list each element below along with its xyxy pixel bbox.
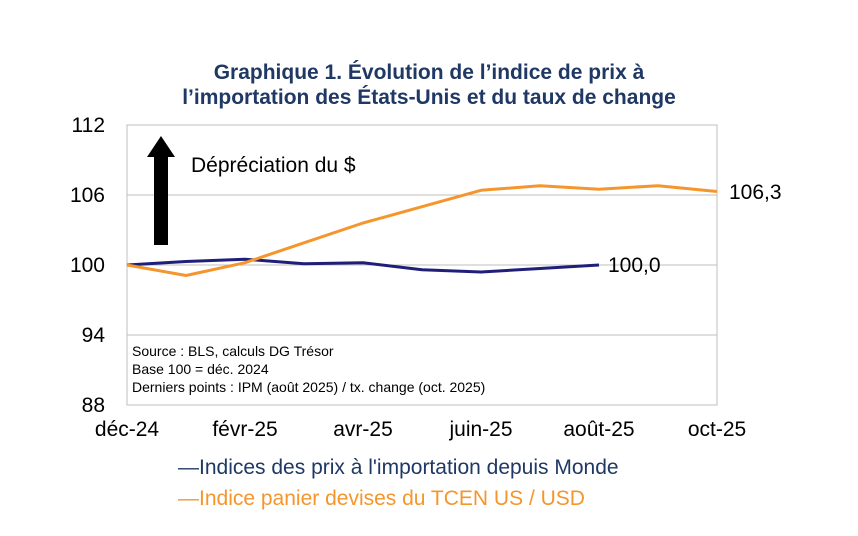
gridlines xyxy=(127,194,717,336)
x-tick-label: août-25 xyxy=(563,418,634,441)
series-line-exchange-rate xyxy=(126,184,718,277)
chart-title-line-2: l’importation des États-Unis et du taux … xyxy=(182,86,676,109)
y-tick-label: 100 xyxy=(70,254,105,277)
y-tick-label: 106 xyxy=(70,184,105,207)
x-tick-label: févr-25 xyxy=(212,418,277,441)
x-tick-label: juin-25 xyxy=(448,418,512,441)
note-source: Source : BLS, calculs DG Trésor xyxy=(132,343,334,359)
depreciation-arrow-icon xyxy=(147,136,175,245)
end-label-exchange-rate: 106,3 xyxy=(729,181,782,204)
y-tick-label: 88 xyxy=(82,394,105,417)
depreciation-annotation: Dépréciation du $ xyxy=(191,154,356,177)
legend-item-exchange-rate: —Indice panier devises du TCEN US / USD xyxy=(178,487,585,510)
x-tick-label: déc-24 xyxy=(95,418,160,441)
y-tick-label: 94 xyxy=(82,324,106,347)
end-label-import-prices: 100,0 xyxy=(608,254,661,277)
x-tick-label: avr-25 xyxy=(333,418,393,441)
x-tick-label: oct-25 xyxy=(688,418,746,441)
y-tick-label: 112 xyxy=(72,114,105,137)
x-axis-ticks: déc-24 févr-25 avr-25 juin-25 août-25 oct-25 xyxy=(95,418,746,441)
chart-title-line-1: Graphique 1. Évolution de l’indice de pr… xyxy=(214,61,645,84)
y-axis-ticks: 112 106 100 94 88 xyxy=(70,114,105,417)
series-line-import-prices xyxy=(126,257,600,274)
note-last-points: Derniers points : IPM (août 2025) / tx. … xyxy=(132,379,485,395)
legend-item-import-prices: —Indices des prix à l'importation depuis… xyxy=(178,456,619,479)
note-base: Base 100 = déc. 2024 xyxy=(132,361,269,377)
series-layer xyxy=(126,184,718,277)
